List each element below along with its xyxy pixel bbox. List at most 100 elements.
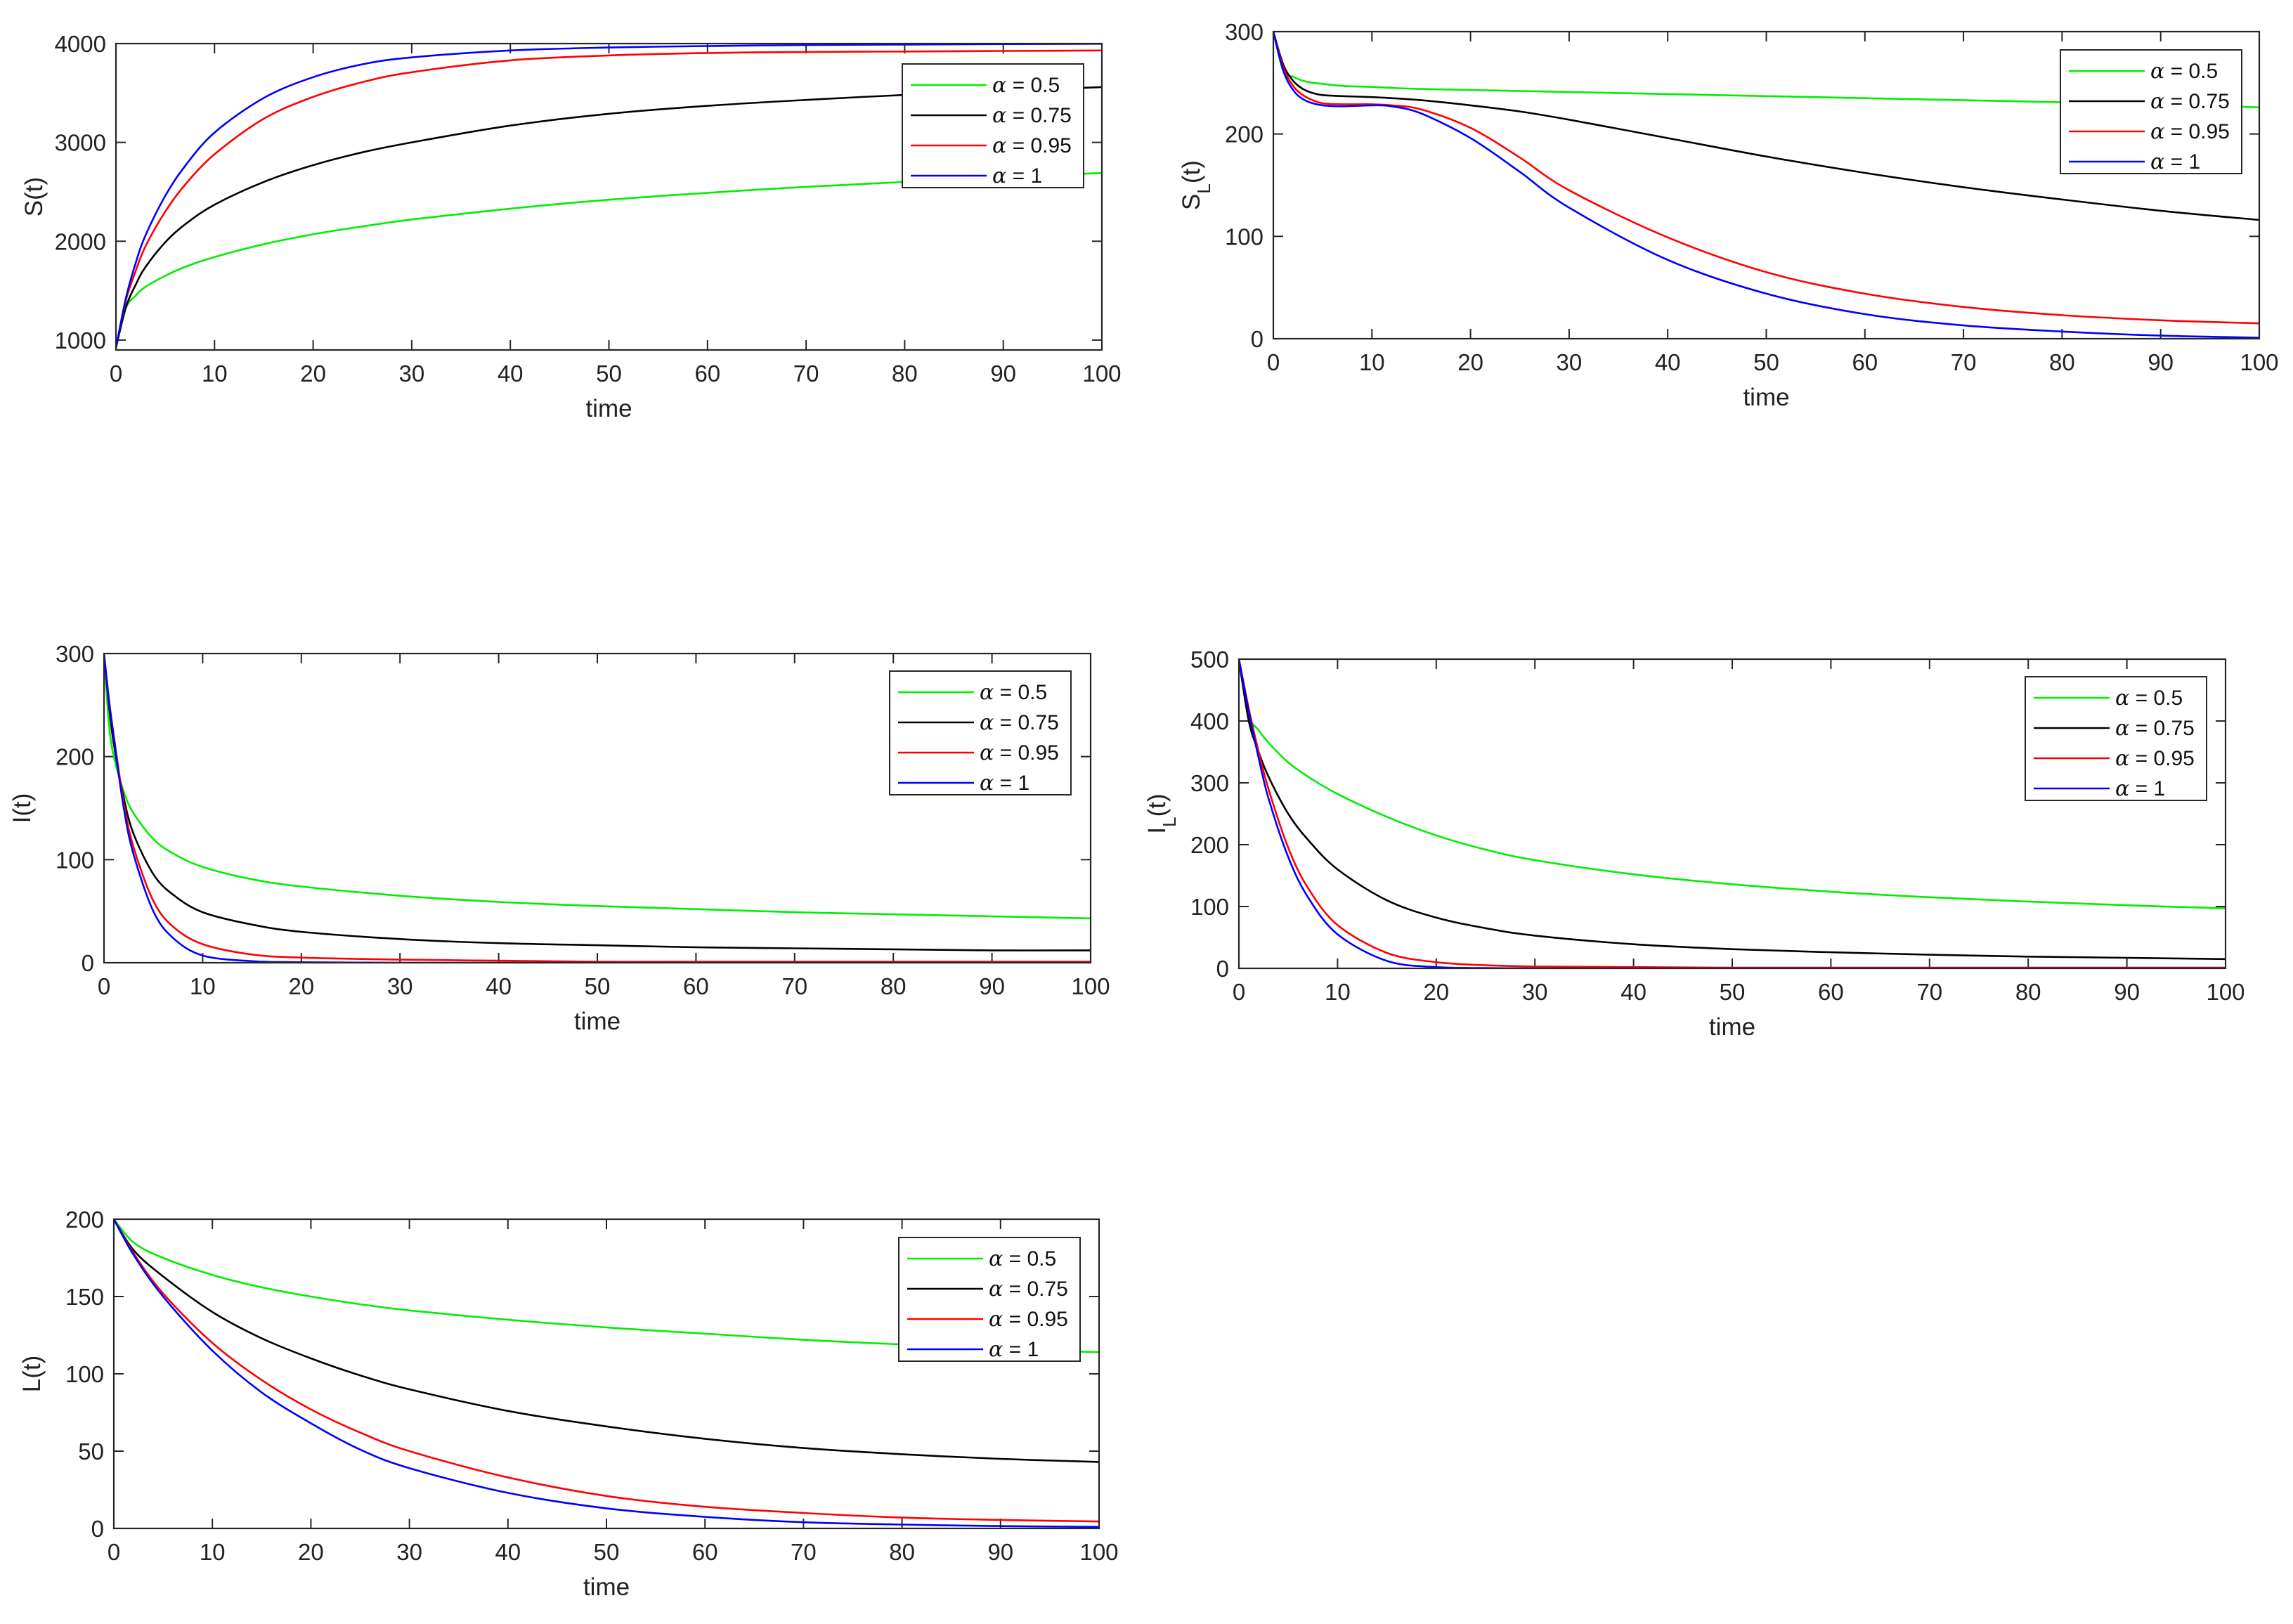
series-line-a095 [1273, 32, 2259, 325]
legend-label-a05: α = 0.5 [989, 1247, 1056, 1271]
x-tick-label: 100 [2240, 349, 2278, 375]
x-tick-label: 20 [1423, 979, 1449, 1005]
x-tick-label: 40 [495, 1539, 521, 1565]
legend-label-a1: α = 1 [992, 164, 1042, 188]
y-tick-label: 200 [1190, 832, 1229, 858]
x-tick-label: 10 [1359, 349, 1385, 375]
x-tick-label: 60 [1852, 349, 1878, 375]
x-tick-label: 30 [1557, 349, 1583, 375]
y-tick-label: 100 [56, 847, 94, 873]
x-tick-label: 90 [990, 360, 1016, 386]
x-tick-label: 10 [202, 360, 228, 386]
x-tick-label: 30 [1522, 979, 1548, 1005]
x-tick-label: 80 [889, 1539, 915, 1565]
series-group [116, 44, 1102, 349]
y-tick-label: 0 [1216, 956, 1229, 982]
y-tick-label: 50 [78, 1438, 104, 1464]
legend-label-a095: α = 0.95 [2150, 119, 2230, 144]
series-line-a1 [1273, 32, 2259, 339]
legend: α = 0.5 α = 0.75 α = 0.95 α = 1 [902, 63, 1084, 188]
x-tick-label: 90 [2114, 979, 2140, 1005]
legend-label-a05: α = 0.5 [2150, 59, 2218, 84]
legend-label-a075: α = 0.75 [989, 1277, 1068, 1301]
y-axis-label: IL(t) [1143, 793, 1180, 833]
legend-label-a095: α = 0.95 [2115, 746, 2195, 771]
legend-label-a05: α = 0.5 [992, 73, 1060, 98]
legend-label-a05: α = 0.5 [980, 680, 1047, 705]
y-tick-label: 500 [1190, 647, 1229, 673]
x-tick-label: 60 [1818, 979, 1844, 1005]
legend-label-a075: α = 0.75 [992, 103, 1072, 128]
chart-l: 0 10 20 30 40 50 60 70 80 90 100 0 50 100 150 200 time L(… [18, 1207, 1119, 1601]
axes-box [1238, 658, 2227, 970]
legend-label-a1: α = 1 [980, 771, 1029, 795]
x-tick-label: 70 [791, 1539, 817, 1565]
x-tick-label: 80 [2049, 349, 2075, 375]
x-tick-label: 20 [298, 1539, 324, 1565]
x-axis-label: time [574, 1008, 621, 1035]
y-tick-label: 0 [1251, 326, 1264, 352]
legend: α = 0.5 α = 0.75 α = 0.95 α = 1 [2025, 676, 2207, 801]
x-tick-label: 30 [399, 360, 425, 386]
x-tick-label: 100 [2206, 979, 2245, 1005]
x-axis-label: time [585, 395, 632, 422]
legend-label-a075: α = 0.75 [980, 710, 1059, 735]
legend-label-a075: α = 0.75 [2115, 716, 2195, 741]
legend-label-a1: α = 1 [2150, 150, 2200, 174]
x-tick-label: 70 [793, 360, 819, 386]
y-axis-label: L(t) [18, 1356, 46, 1393]
series-line-a075 [114, 1219, 1099, 1463]
series-line-a05 [116, 171, 1102, 349]
y-axis-label: SL(t) [1178, 160, 1214, 210]
chart-i: 0 10 20 30 40 50 60 70 80 90 100 0 100 200 300 time I(t)… [8, 641, 1110, 1035]
legend-label-a1: α = 1 [989, 1337, 1039, 1362]
legend-label-a05: α = 0.5 [2115, 686, 2183, 710]
x-tick-label: 50 [1720, 979, 1746, 1005]
x-tick-label: 0 [1233, 979, 1245, 1005]
legend-label-a095: α = 0.95 [992, 134, 1072, 158]
x-tick-label: 0 [110, 360, 122, 386]
x-tick-label: 70 [781, 973, 807, 999]
x-tick-label: 80 [881, 973, 907, 999]
x-tick-label: 50 [594, 1539, 620, 1565]
x-tick-label: 80 [2015, 979, 2041, 1005]
x-tick-label: 0 [108, 1539, 120, 1565]
series-line-a095 [114, 1219, 1099, 1523]
y-tick-label: 100 [1190, 894, 1229, 920]
chart-sl: 0 10 20 30 40 50 60 70 80 90 100 0 100 200 300 time SL(t… [1178, 19, 2279, 411]
series-group [1273, 32, 2259, 339]
x-tick-label: 20 [288, 973, 314, 999]
x-tick-label: 100 [1071, 973, 1110, 999]
x-tick-label: 30 [396, 1539, 422, 1565]
series-line-a075 [116, 86, 1102, 349]
axes-box [115, 42, 1103, 351]
y-tick-label: 300 [1190, 770, 1229, 796]
x-axis-label: time [583, 1573, 630, 1601]
y-tick-label: 4000 [55, 31, 106, 57]
y-tick-label: 2000 [55, 228, 106, 254]
x-tick-label: 10 [1325, 979, 1351, 1005]
legend-label-a095: α = 0.95 [989, 1307, 1068, 1332]
y-tick-label: 300 [56, 641, 94, 667]
series-line-a1 [116, 44, 1102, 349]
x-tick-label: 30 [387, 973, 413, 999]
series-line-a075 [104, 654, 1091, 951]
x-tick-label: 40 [1655, 349, 1681, 375]
x-tick-label: 10 [200, 1539, 226, 1565]
series-line-a05 [1239, 659, 2226, 909]
series-line-a075 [1273, 32, 2259, 221]
x-tick-label: 50 [585, 973, 611, 999]
y-tick-label: 400 [1190, 708, 1229, 734]
y-tick-label: 100 [1225, 223, 1264, 249]
x-tick-label: 70 [1916, 979, 1942, 1005]
x-tick-label: 90 [987, 1539, 1013, 1565]
x-axis-label: time [1743, 384, 1789, 411]
legend-label-a075: α = 0.75 [2150, 89, 2230, 114]
x-tick-label: 10 [190, 973, 216, 999]
y-axis-label: S(t) [20, 177, 48, 216]
axes-box [112, 1218, 1100, 1530]
legend: α = 0.5 α = 0.75 α = 0.95 α = 1 [889, 670, 1072, 795]
x-tick-label: 100 [1082, 360, 1121, 386]
legend: α = 0.5 α = 0.75 α = 0.95 α = 1 [2060, 49, 2242, 174]
legend: α = 0.5 α = 0.75 α = 0.95 α = 1 [898, 1237, 1081, 1362]
